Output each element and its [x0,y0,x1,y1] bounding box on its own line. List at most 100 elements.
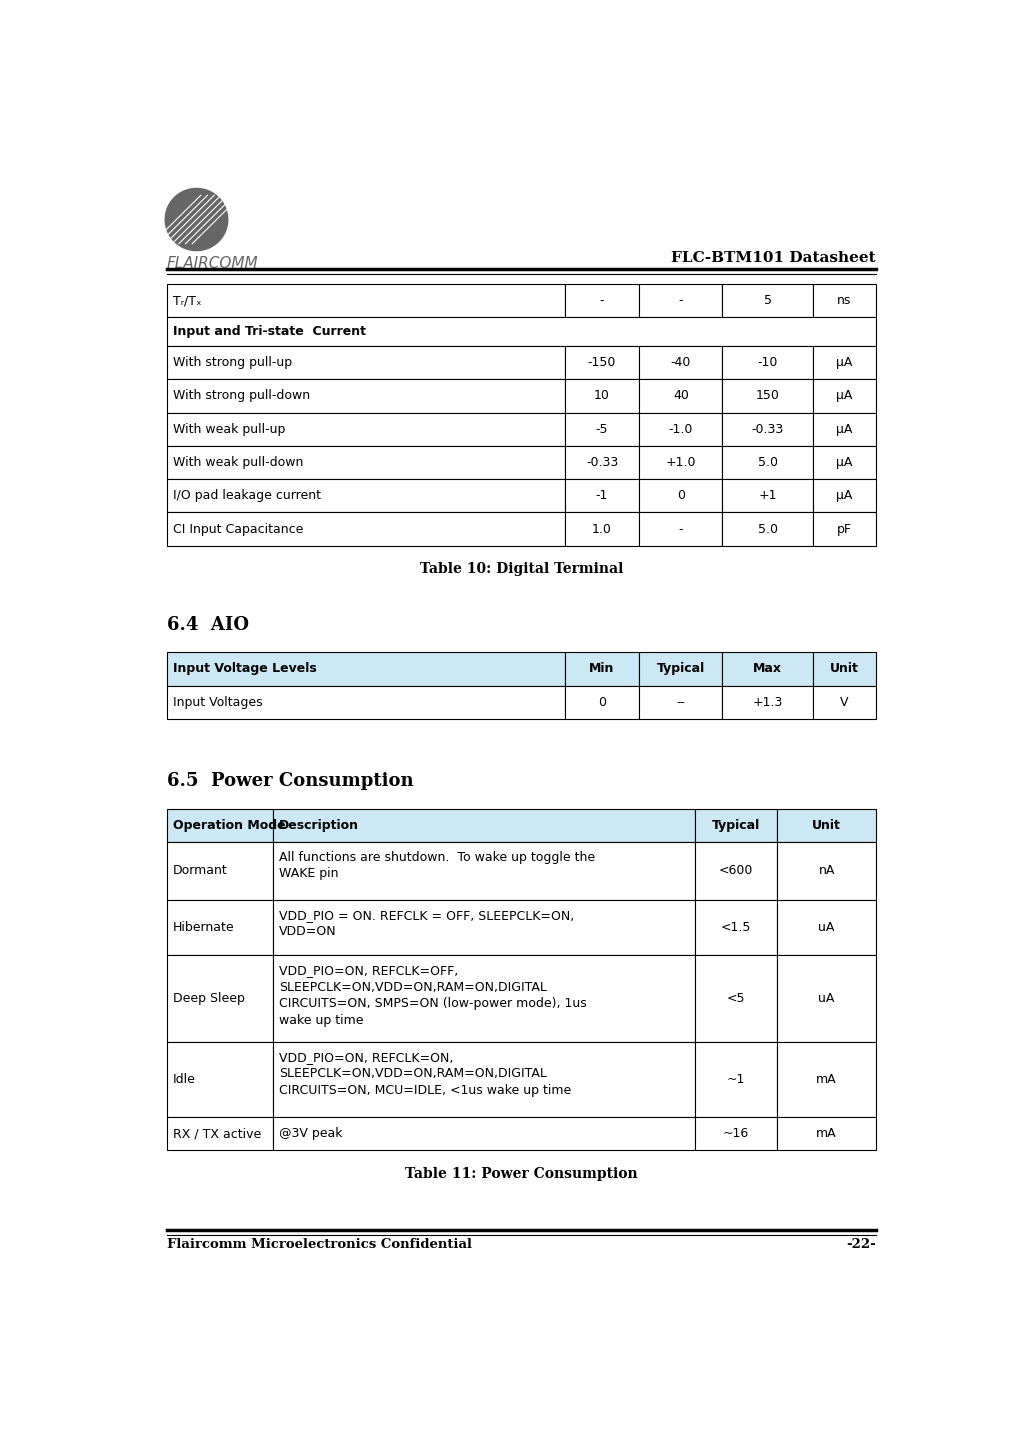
Bar [722,379,813,412]
Bar [167,1117,273,1150]
Bar [564,445,640,480]
Text: FLAIRCOMM: FLAIRCOMM [167,256,258,271]
Text: -22-: -22- [846,1238,876,1251]
Bar [167,686,564,719]
Bar [640,686,722,719]
Bar [695,1042,777,1117]
Text: ~16: ~16 [723,1127,750,1140]
Bar [564,480,640,513]
Bar [640,513,722,546]
Bar [564,346,640,379]
Text: With weak pull-down: With weak pull-down [173,455,303,468]
Text: mA: mA [817,1127,837,1140]
Text: -150: -150 [588,356,616,369]
Text: -10: -10 [758,356,778,369]
Text: Unit: Unit [813,818,841,831]
Text: -1: -1 [596,490,608,503]
Text: @3V peak: @3V peak [280,1127,343,1140]
Bar [167,808,273,842]
Text: 0: 0 [598,696,606,709]
Bar [695,955,777,1042]
Text: ns: ns [837,294,851,307]
Text: Typical: Typical [712,818,760,831]
Text: Dormant: Dormant [173,865,228,878]
Bar [777,899,876,955]
Text: Tᵣ/Tₓ: Tᵣ/Tₓ [173,294,201,307]
Bar [564,379,640,412]
Bar [640,346,722,379]
Text: μA: μA [836,356,852,369]
Bar [167,346,564,379]
Text: Max: Max [753,663,782,676]
Bar [167,513,564,546]
Text: nA: nA [819,865,835,878]
Text: Table 11: Power Consumption: Table 11: Power Consumption [405,1167,638,1182]
Text: With weak pull-up: With weak pull-up [173,422,285,435]
Text: With strong pull-up: With strong pull-up [173,356,292,369]
Bar [777,1117,876,1150]
Bar [640,653,722,686]
Text: ~1: ~1 [727,1074,745,1087]
Text: VDD_PIO = ON. REFCLK = OFF, SLEEPCLK=ON,
VDD=ON: VDD_PIO = ON. REFCLK = OFF, SLEEPCLK=ON,… [280,909,575,938]
Text: Description: Description [280,818,359,831]
Text: -: - [678,523,683,536]
Text: 6.4  AIO: 6.4 AIO [167,615,248,634]
Text: Unit: Unit [830,663,858,676]
Text: -: - [678,294,683,307]
Text: Input and Tri-state  Current: Input and Tri-state Current [173,326,366,339]
Polygon shape [165,189,228,251]
Text: 5.0: 5.0 [758,455,778,468]
Text: VDD_PIO=ON, REFCLK=OFF,
SLEEPCLK=ON,VDD=ON,RAM=ON,DIGITAL
CIRCUITS=ON, SMPS=ON (: VDD_PIO=ON, REFCLK=OFF, SLEEPCLK=ON,VDD=… [280,964,587,1026]
Text: 6.5  Power Consumption: 6.5 Power Consumption [167,772,413,790]
Text: CI Input Capacitance: CI Input Capacitance [173,523,303,536]
Text: Idle: Idle [173,1074,195,1087]
Bar [640,412,722,445]
Bar [167,317,876,346]
Bar [722,513,813,546]
Bar [695,1117,777,1150]
Text: Flaircomm Microelectronics Confidential: Flaircomm Microelectronics Confidential [167,1238,472,1251]
Bar [813,686,876,719]
Bar [722,284,813,317]
Bar [813,412,876,445]
Text: -1.0: -1.0 [668,422,693,435]
Bar [722,346,813,379]
Bar [273,955,695,1042]
Bar [722,412,813,445]
Bar [167,842,273,899]
Bar [777,955,876,1042]
Text: μA: μA [836,389,852,402]
Bar [273,842,695,899]
Bar [273,808,695,842]
Text: μA: μA [836,422,852,435]
Text: 40: 40 [673,389,689,402]
Bar [640,284,722,317]
Text: --: -- [676,696,685,709]
Bar [167,284,564,317]
Text: Input Voltages: Input Voltages [173,696,262,709]
Text: uA: uA [819,991,835,1004]
Bar [722,445,813,480]
Bar [167,412,564,445]
Bar [722,653,813,686]
Bar [167,480,564,513]
Bar [813,480,876,513]
Bar [813,346,876,379]
Text: 5: 5 [764,294,772,307]
Text: 10: 10 [594,389,610,402]
Text: Table 10: Digital Terminal: Table 10: Digital Terminal [420,562,622,576]
Bar [695,842,777,899]
Text: 150: 150 [756,389,779,402]
Bar [640,379,722,412]
Text: <600: <600 [719,865,754,878]
Bar [813,379,876,412]
Bar [813,653,876,686]
Text: mA: mA [817,1074,837,1087]
Text: Hibernate: Hibernate [173,921,235,934]
Bar [564,653,640,686]
Text: <1.5: <1.5 [721,921,752,934]
Text: -40: -40 [670,356,691,369]
Text: 0: 0 [677,490,684,503]
Bar [167,445,564,480]
Bar [813,513,876,546]
